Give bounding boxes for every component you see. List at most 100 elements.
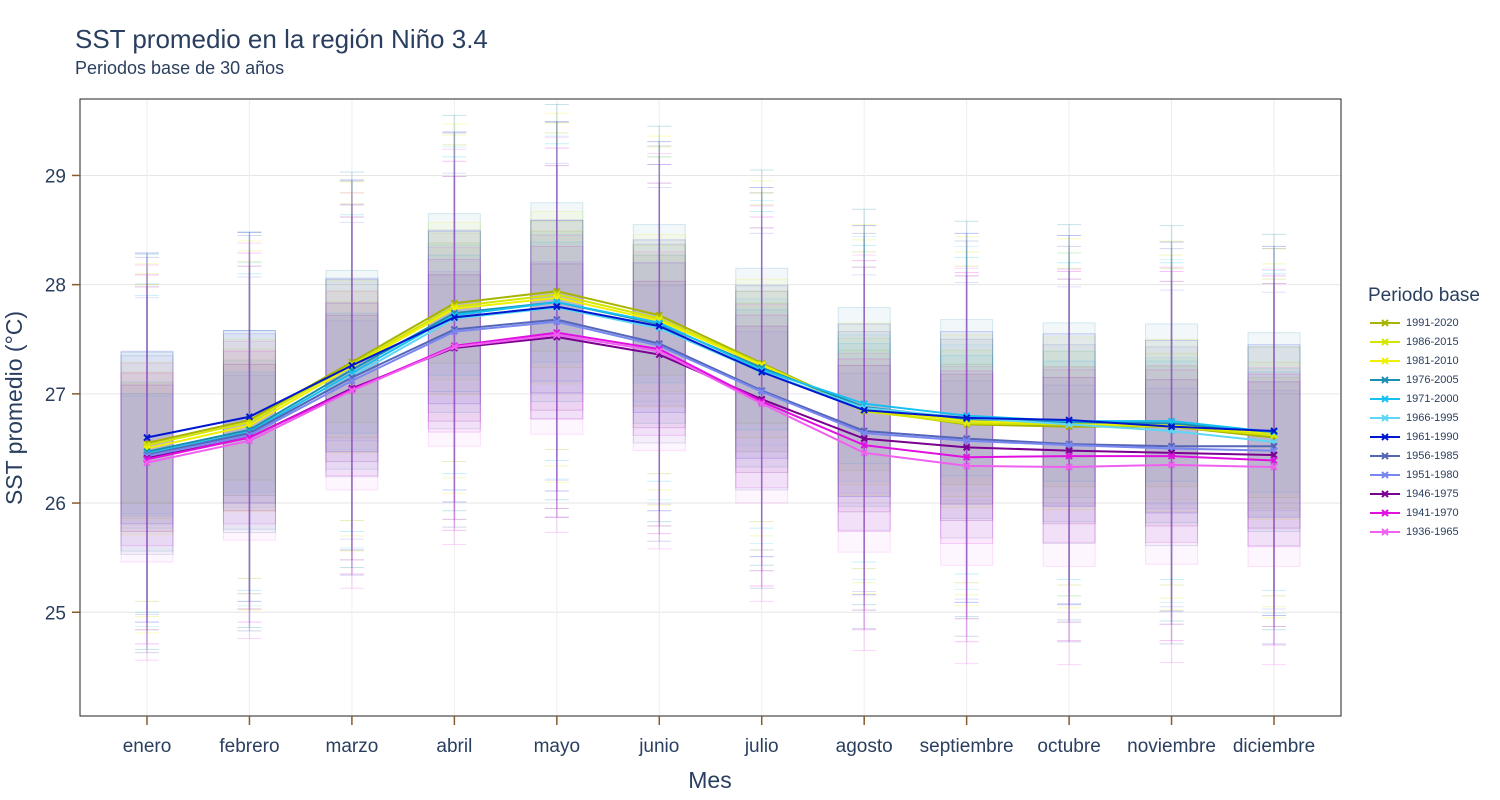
x-tick-label: noviembre <box>1127 736 1216 757</box>
legend-swatch <box>1370 471 1400 479</box>
legend: Periodo base 1991-2020 1986-2015 1981-2010… <box>1368 285 1498 541</box>
series-point-1951-1980 <box>348 377 356 385</box>
legend-label: 1986-2015 <box>1406 335 1459 348</box>
series-point-1951-1980 <box>860 429 868 437</box>
legend-items: 1991-2020 1986-2015 1981-2010 1976-2005 1971… <box>1368 313 1498 541</box>
series-point-1961-1990 <box>758 368 766 376</box>
legend-item[interactable]: 1991-2020 <box>1368 313 1498 332</box>
legend-item[interactable]: 1971-2000 <box>1368 389 1498 408</box>
legend-item[interactable]: 1941-1970 <box>1368 503 1498 522</box>
series-point-1961-1990 <box>962 414 971 422</box>
legend-label: 1981-2010 <box>1406 354 1459 367</box>
series-point-1936-1965 <box>245 437 254 445</box>
legend-title: Periodo base <box>1368 285 1480 306</box>
series-point-1961-1990 <box>860 406 868 414</box>
series-point-1936-1965 <box>962 462 971 470</box>
plot-frame <box>79 98 1342 717</box>
series-point-1951-1980 <box>553 318 561 326</box>
series-point-1961-1990 <box>143 433 151 442</box>
x-tick-label: septiembre <box>920 736 1014 757</box>
legend-swatch <box>1370 357 1400 365</box>
legend-swatch <box>1370 490 1400 498</box>
legend-item[interactable]: 1956-1985 <box>1368 446 1498 465</box>
legend-item[interactable]: 1981-2010 <box>1368 351 1498 370</box>
series-lines <box>143 287 1278 471</box>
legend-item[interactable]: 1961-1990 <box>1368 427 1498 446</box>
legend-label: 1951-1980 <box>1406 468 1459 481</box>
series-point-1941-1970 <box>1065 452 1073 460</box>
legend-swatch <box>1370 433 1400 441</box>
legend-item[interactable]: 1946-1975 <box>1368 484 1498 503</box>
legend-label: 1956-1985 <box>1406 449 1459 462</box>
legend-item[interactable]: 1936-1965 <box>1368 522 1498 541</box>
series-line-1951-1980 <box>146 320 1275 458</box>
series-point-1961-1990 <box>1270 427 1278 435</box>
series-point-1961-1990 <box>1065 416 1073 424</box>
series-point-1946-1975 <box>860 434 868 443</box>
legend-item[interactable]: 1966-1995 <box>1368 408 1498 427</box>
series-line-1941-1970 <box>146 331 1275 462</box>
series-line-1961-1990 <box>146 305 1275 439</box>
x-tick-label: abril <box>436 736 472 757</box>
series-point-1941-1970 <box>962 453 971 461</box>
x-axis-title: Mes <box>688 767 731 793</box>
legend-label: 1946-1975 <box>1406 487 1459 500</box>
series-point-1936-1965 <box>143 458 151 467</box>
series-line-1981-2010 <box>146 296 1275 450</box>
x-tick-label: agosto <box>836 736 893 757</box>
y-axis-title: SST promedio (°C) <box>1 311 27 505</box>
series-point-1951-1980 <box>1065 441 1073 449</box>
spread-band <box>530 219 584 420</box>
series-line-1956-1985 <box>146 318 1274 456</box>
series-point-1951-1980 <box>450 327 459 336</box>
series-point-1936-1965 <box>655 347 663 355</box>
series-line-1936-1965 <box>146 333 1275 469</box>
legend-item[interactable]: 1986-2015 <box>1368 332 1498 351</box>
series-point-1961-1990 <box>245 413 254 421</box>
legend-swatch <box>1370 395 1400 403</box>
legend-label: 1961-1990 <box>1406 430 1459 443</box>
x-tick-label: diciembre <box>1233 736 1315 757</box>
x-tick-label: octubre <box>1037 736 1100 757</box>
series-point-1941-1970 <box>860 441 868 449</box>
x-tick-label: enero <box>123 736 172 757</box>
legend-label: 1991-2020 <box>1406 316 1459 329</box>
series-point-1936-1965 <box>450 343 459 351</box>
series-point-1941-1970 <box>1270 456 1278 465</box>
series-point-1961-1990 <box>655 322 663 330</box>
x-tick-label: junio <box>638 736 679 757</box>
y-tick-label: 28 <box>45 276 66 297</box>
legend-swatch <box>1370 376 1400 384</box>
x-tick-label: julio <box>744 736 779 757</box>
y-tick-label: 26 <box>45 494 66 515</box>
series-point-1961-1990 <box>450 313 459 322</box>
legend-swatch <box>1370 319 1400 327</box>
series-point-1946-1975 <box>962 443 971 452</box>
x-tick-label: febrero <box>219 736 279 757</box>
legend-item[interactable]: 1951-1980 <box>1368 465 1498 484</box>
chart-title: SST promedio en la región Niño 3.4 <box>75 24 488 54</box>
y-tick-label: 29 <box>45 166 66 187</box>
legend-label: 1976-2005 <box>1406 373 1459 386</box>
legend-item[interactable]: 1976-2005 <box>1368 370 1498 389</box>
legend-swatch <box>1370 414 1400 422</box>
series-point-1961-1990 <box>553 302 561 311</box>
legend-label: 1936-1965 <box>1406 525 1459 538</box>
series-point-1936-1965 <box>1167 461 1176 469</box>
series-point-1946-1975 <box>1270 451 1278 459</box>
series-line-1991-2020 <box>146 290 1275 444</box>
series-point-1936-1965 <box>553 331 561 339</box>
legend-swatch <box>1370 338 1400 346</box>
legend-label: 1966-1995 <box>1406 411 1459 424</box>
spread-bands <box>120 103 1301 666</box>
series-point-1936-1965 <box>1065 463 1073 471</box>
series-point-1941-1970 <box>1167 452 1176 460</box>
series-point-1936-1965 <box>1270 463 1278 471</box>
series-point-1946-1975 <box>1065 446 1073 455</box>
x-tick-label: mayo <box>534 736 580 757</box>
series-point-1961-1990 <box>348 361 356 370</box>
legend-label: 1941-1970 <box>1406 506 1459 519</box>
series-point-1961-1990 <box>1167 422 1176 431</box>
series-point-1971-2000 <box>1167 417 1176 425</box>
